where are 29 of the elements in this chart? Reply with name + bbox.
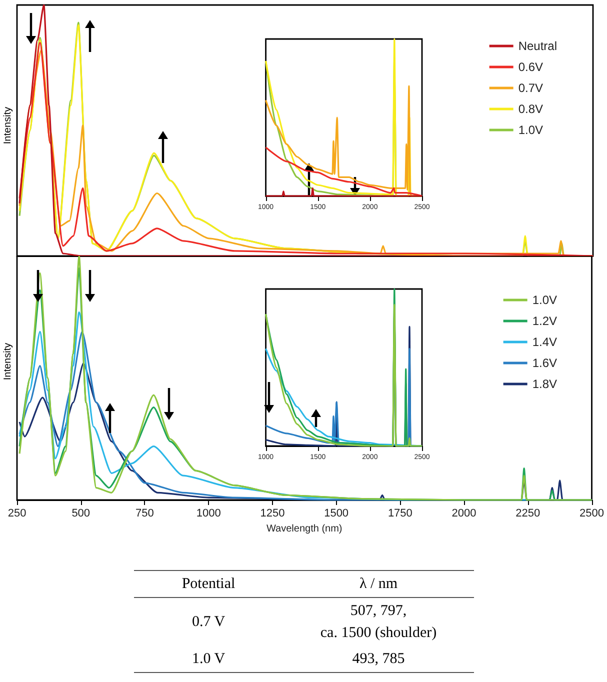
legend-label: 1.4V [532,335,557,349]
text: 1.0 V [134,646,284,672]
x-tick-label: 1000 [196,508,221,520]
legend-label: 1.2V [532,314,557,328]
legend-label: 1.6V [532,356,557,370]
text: λ / nm [284,570,474,598]
legend-label: 0.6V [518,60,544,74]
legend-label: Neutral [518,39,558,53]
x-tick-label: 1500 [324,508,349,520]
text: 0.7 V [190,613,226,632]
x-tick-label: 2000 [452,508,476,520]
legend-label: 1.0V [518,123,544,137]
x-tick-label: 1250 [260,508,285,520]
x-axis-title: Wavelength (nm) [266,523,342,534]
text: Potential [134,570,284,598]
x-tick-label: 2250 [516,508,540,520]
x-tick-label: 2500 [580,508,604,520]
legend-label: 1.0V [532,293,557,307]
text: 493, 785 [284,646,474,672]
y-axis-title: Intensity [2,342,14,382]
y-axis-title: Intensity [2,106,14,146]
x-tick-label: 750 [136,508,154,520]
x-tick-label: 500 [72,508,90,520]
x-tick-label: 1750 [388,508,412,520]
text: 507, 797, ca. 1500 (shoulder) [319,602,438,643]
x-tick-label: 250 [8,508,26,520]
legend-label: 0.8V [518,102,544,116]
legend-label: 1.8V [532,377,557,391]
legend-label: 0.7V [518,81,544,95]
